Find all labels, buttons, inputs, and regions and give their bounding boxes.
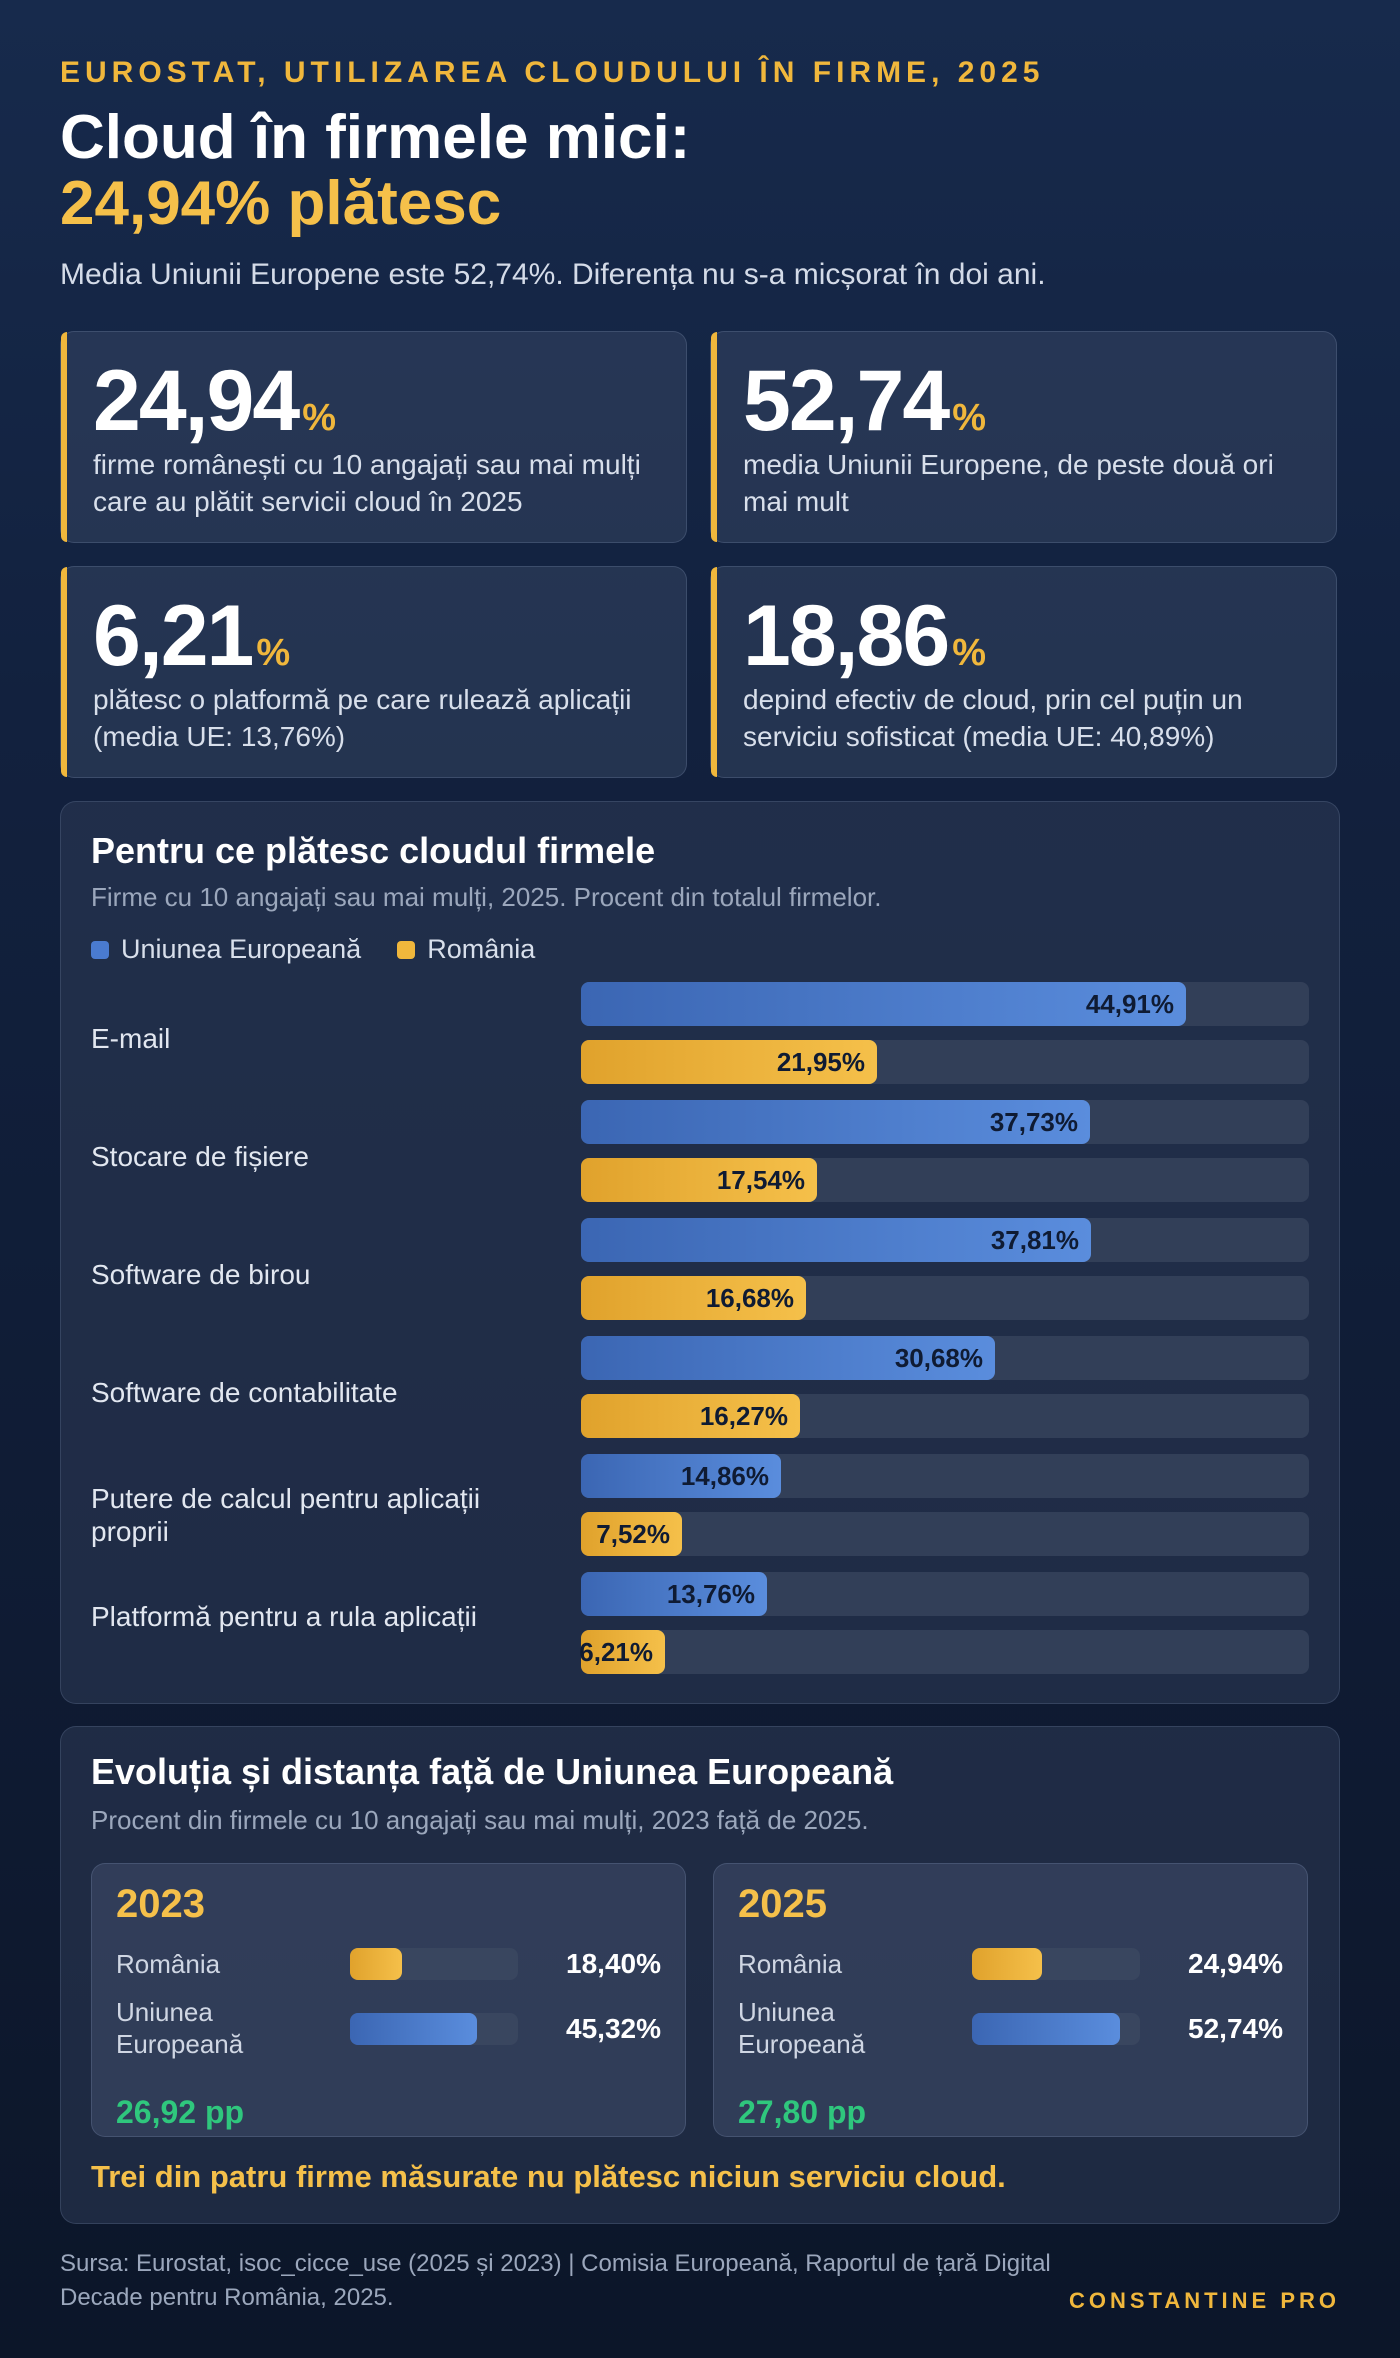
bar-ro: 6,21% [579,1630,665,1674]
ro-bar [972,1948,1042,1980]
ro-label: România [116,1949,221,1979]
page-title-highlight: 24,94% plătesc [60,169,502,238]
kicker: EUROSTAT, UTILIZAREA CLOUDULUI ÎN FIRME,… [60,56,1045,89]
bar-track-eu: 13,76% [581,1572,1309,1616]
stat-value: 24,94% [93,353,337,449]
bar-value-label: 21,95% [776,1047,865,1077]
year-card-2023: 2023 România 18,40% Uniunea Europeană 45… [91,1863,686,2137]
bar-ro: 16,68% [581,1276,806,1320]
chart-title: Pentru ce plătesc cloudul firmele [91,830,656,871]
ro-track [350,1948,518,1980]
year-card-2025: 2025 România 24,94% Uniunea Europeană 52… [713,1863,1308,2137]
stat-description: firme românești cu 10 angajați sau mai m… [93,449,641,517]
gap-value: 27,80 pp [738,2094,867,2130]
stat-card-eu-average: 52,74% media Uniunii Europene, de peste … [710,331,1337,543]
stat-description: depind efectiv de cloud, prin cel puțin … [743,684,1243,752]
stat-description: media Uniunii Europene, de peste două or… [743,449,1274,517]
gap-value: 26,92 pp [116,2094,245,2130]
legend-swatch-eu [91,940,109,959]
page-subtitle: Media Uniunii Europene este 52,74%. Dife… [60,258,1046,291]
ro-bar [350,1948,402,1980]
bar-track-eu: 37,81% [581,1218,1309,1262]
eu-track [350,2013,518,2045]
bar-eu: 13,76% [581,1572,767,1616]
category-label: Putere de calcul pentru aplicații propri… [91,1483,481,1547]
category-label: Software de contabilitate [91,1377,398,1408]
eu-bar [350,2013,477,2045]
year-label: 2023 [116,1882,205,1926]
stat-description: plătesc o platformă pe care rulează apli… [93,684,632,752]
bar-track-eu: 37,73% [581,1100,1309,1144]
bar-eu: 30,68% [581,1336,995,1380]
legend-item-ro: România [397,934,535,965]
bar-value-label: 30,68% [894,1343,983,1373]
year-label: 2025 [738,1882,827,1926]
bar-track-ro: 7,52% [581,1512,1309,1556]
eu-track [972,2013,1140,2045]
stat-value: 6,21% [93,588,291,684]
category-label: E-mail [91,1023,171,1054]
evolution-panel: Evoluția și distanța față de Uniunea Eur… [60,1726,1340,2224]
bar-value-label: 6,21% [579,1637,653,1667]
ro-label: România [738,1949,843,1979]
bar-ro: 7,52% [581,1512,682,1556]
stat-card-ro-cloud: 24,94% firme românești cu 10 angajați sa… [60,331,687,543]
bar-eu: 37,73% [581,1100,1090,1144]
chart-panel: Pentru ce plătesc cloudul firmele Firme … [60,801,1340,1704]
legend-item-eu: Uniunea Europeană [91,934,361,965]
bar-value-label: 13,76% [666,1579,755,1609]
bar-value-label: 44,91% [1085,989,1174,1019]
brand-logo: CONSTANTINE PRO [1068,2288,1340,2313]
eu-label: Uniunea Europeană [116,1997,244,2059]
ro-track [972,1948,1140,1980]
bar-eu: 14,86% [581,1454,781,1498]
eu-label: Uniunea Europeană [738,1997,866,2059]
ro-value: 18,40% [566,1948,661,1979]
stat-card-platform: 6,21% plătesc o platformă pe care ruleaz… [60,566,687,778]
eu-bar [972,2013,1120,2045]
chart-subtitle: Firme cu 10 angajați sau mai mulți, 2025… [91,882,882,912]
evolution-title: Evoluția și distanța față de Uniunea Eur… [91,1751,894,1792]
legend-swatch-ro [397,940,416,959]
category-label: Stocare de fișiere [91,1141,309,1172]
bar-track-eu: 14,86% [581,1454,1309,1498]
eu-value: 52,74% [1188,2013,1283,2044]
bar-track-ro: 17,54% [581,1158,1309,1202]
ro-value: 24,94% [1188,1948,1283,1979]
page-title: Cloud în firmele mici: [60,103,691,172]
bar-track-ro: 16,27% [581,1394,1309,1438]
bar-value-label: 14,86% [680,1461,769,1491]
stat-value: 52,74% [743,353,987,449]
chart-legend: Uniunea Europeană România [91,934,535,965]
bar-ro: 17,54% [581,1158,817,1202]
legend-label: Uniunea Europeană [121,934,362,964]
bar-value-label: 7,52% [596,1519,670,1549]
bar-eu: 44,91% [581,982,1186,1026]
bar-track-ro: 21,95% [581,1040,1309,1084]
category-label: Software de birou [91,1259,311,1290]
bar-ro: 16,27% [581,1394,800,1438]
category-label: Platformă pentru a rula aplicații [91,1601,477,1632]
bar-value-label: 17,54% [716,1165,805,1195]
bar-value-label: 16,27% [699,1401,788,1431]
stat-card-sophisticated: 18,86% depind efectiv de cloud, prin cel… [710,566,1337,778]
bar-track-eu: 30,68% [581,1336,1309,1380]
bar-track-eu: 44,91% [581,982,1309,1026]
bar-eu: 37,81% [581,1218,1091,1262]
bar-value-label: 16,68% [705,1283,794,1313]
eu-value: 45,32% [566,2013,661,2044]
source-note: Sursa: Eurostat, isoc_cicce_use (2025 și… [60,2250,1051,2311]
evolution-subtitle: Procent din firmele cu 10 angajați sau m… [91,1805,869,1835]
legend-label: România [427,934,536,964]
bar-track-ro: 6,21% [579,1630,1309,1674]
bar-track-ro: 16,68% [581,1276,1309,1320]
stat-value: 18,86% [743,588,987,684]
bar-value-label: 37,73% [989,1107,1078,1137]
evolution-note: Trei din patru firme măsurate nu plătesc… [91,2159,1006,2194]
bar-value-label: 37,81% [990,1225,1079,1255]
bar-ro: 21,95% [581,1040,877,1084]
